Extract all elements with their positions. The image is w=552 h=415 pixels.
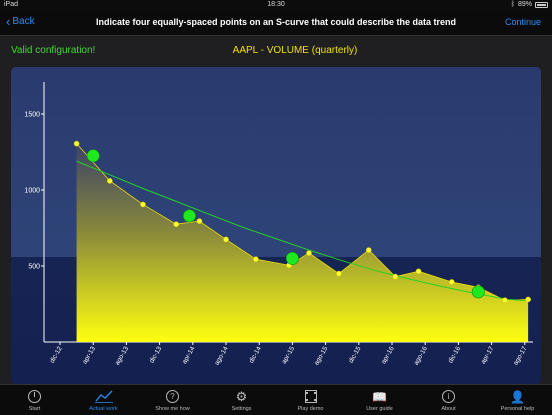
tab-settings[interactable]: ⚙ Settings [207, 385, 276, 415]
data-point [392, 273, 399, 280]
selected-point[interactable] [471, 285, 485, 299]
person-icon: 👤 [510, 389, 525, 404]
data-point [173, 221, 179, 227]
area-fill [76, 143, 529, 342]
tab-user-guide[interactable]: 📖 User guide [345, 385, 414, 415]
gear-icon: ⚙ [235, 388, 248, 404]
tab-label: Personal help [500, 406, 535, 412]
selected-point[interactable] [285, 251, 299, 265]
film-icon [304, 390, 317, 403]
tab-label: Show me how [155, 406, 190, 412]
y-tick-label: 1500 [24, 112, 40, 119]
tab-play-demo[interactable]: Play demo [276, 385, 345, 415]
tab-label: Play demo [297, 406, 324, 412]
question-icon: ? [166, 390, 179, 403]
tab-about[interactable]: i About [414, 385, 483, 415]
data-point [196, 218, 203, 224]
tab-actual-work[interactable]: Actual work [69, 385, 138, 415]
data-point [336, 270, 342, 277]
tab-bar: Start Actual work ? Show me how ⚙ Settin… [0, 384, 552, 415]
back-label: Back [12, 16, 35, 27]
data-point [306, 250, 312, 256]
chart-title: AAPL - VOLUME (quarterly) [232, 45, 358, 56]
power-icon [28, 390, 41, 403]
data-point [365, 247, 372, 253]
tab-start[interactable]: Start [0, 385, 69, 415]
y-tick-label: 1000 [24, 188, 40, 195]
tab-personal-help[interactable]: 👤 Personal help [483, 385, 552, 415]
continue-button[interactable]: Continue [504, 17, 541, 27]
data-point [253, 256, 259, 262]
tab-label: User guide [366, 406, 393, 412]
battery-percent: 89% [517, 1, 532, 8]
selected-point[interactable] [182, 209, 196, 223]
book-icon: 📖 [372, 389, 387, 404]
y-tick-label: 500 [28, 264, 40, 271]
data-point [140, 201, 146, 208]
chart-icon [94, 390, 113, 403]
battery-icon [535, 1, 548, 8]
chevron-left-icon: ‹ [6, 14, 11, 29]
device-name: iPad [4, 1, 19, 8]
status-right: ᛒ 89% [511, 1, 548, 8]
status-bar: iPad 18:30 ᛒ 89% [0, 0, 552, 11]
data-point [415, 268, 422, 275]
data-point [525, 296, 531, 303]
data-point [107, 178, 113, 184]
data-point [502, 297, 508, 303]
data-point [73, 140, 80, 147]
data-point [448, 279, 455, 285]
clock: 18:30 [267, 1, 285, 8]
tab-label: Settings [231, 406, 252, 412]
tab-label: About [441, 406, 456, 412]
tab-show-me-how[interactable]: ? Show me how [138, 385, 207, 415]
tab-label: Actual work [89, 406, 118, 412]
tab-label: Start [28, 406, 41, 412]
data-point [223, 236, 229, 243]
selected-point[interactable] [86, 149, 100, 163]
trend-curve [76, 160, 529, 302]
chart-area[interactable]: 500 1000 1500 dic-12 apr-13 ago-13 dic-13 apr-1… [0, 58, 552, 384]
navigation-bar: ‹ Back Indicate four equally-spaced poin… [0, 11, 552, 36]
validation-message: Valid configuration! [11, 45, 96, 56]
back-button[interactable]: ‹ Back [6, 15, 35, 28]
info-icon: i [442, 390, 455, 403]
page-title: Indicate four equally-spaced points on a… [95, 17, 457, 27]
bluetooth-icon: ᛒ [510, 1, 515, 8]
